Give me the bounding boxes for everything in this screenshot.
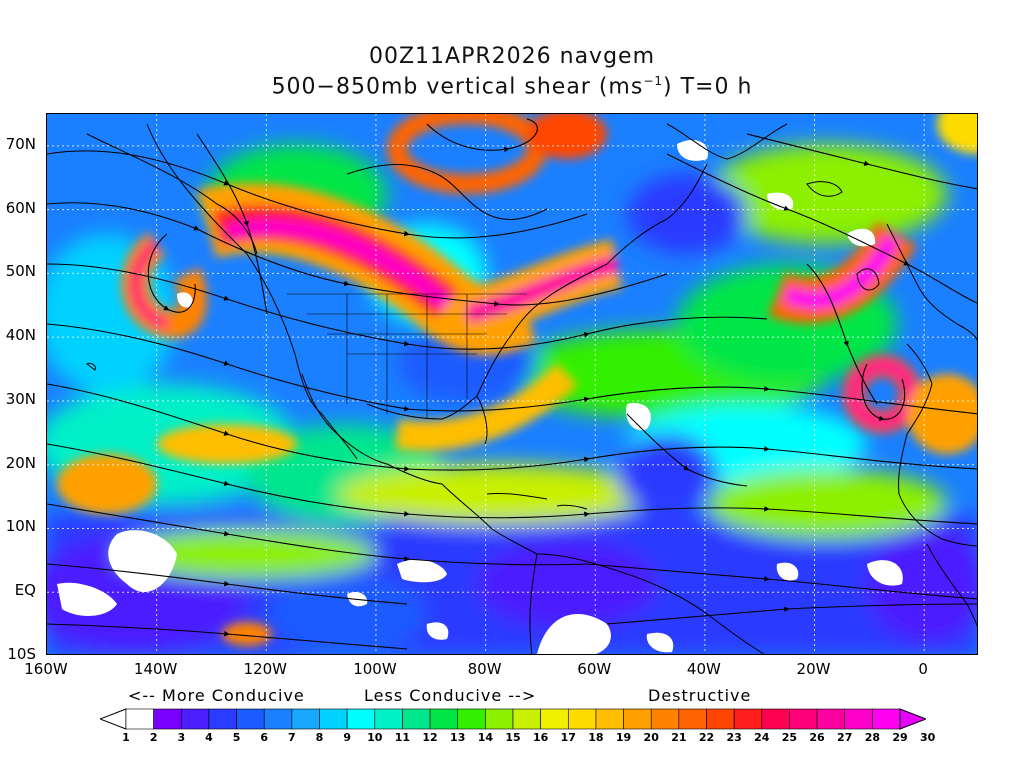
colorbar-cell (844, 708, 873, 730)
colorbar-cell (208, 708, 237, 730)
colorbar-cell (678, 708, 707, 730)
colorbar-level-label: 16 (532, 731, 549, 744)
colorbar-cell (706, 708, 735, 730)
colorbar-cell (540, 708, 569, 730)
plot-title-line1: 00Z11APR2026 navgem (368, 44, 656, 69)
colorbar-level-label: 11 (394, 731, 411, 744)
colorbar-cell (236, 708, 265, 730)
lat-tick-label: EQ (14, 581, 36, 600)
lat-tick-label: 10N (5, 517, 36, 536)
colorbar-cell (567, 708, 597, 730)
colorbar-level-label: 25 (781, 731, 798, 744)
colorbar-cell (346, 708, 376, 730)
colorbar-cell (374, 708, 403, 730)
colorbar-cell (319, 708, 348, 730)
lat-tick-label: 40N (5, 326, 36, 345)
colorbar-level-label: 8 (315, 731, 324, 744)
shear-colorbar (100, 708, 926, 730)
plot-title-line2: 500−850mb vertical shear (ms−1) T=0 h (0, 74, 1024, 99)
colorbar-level-label: 5 (232, 731, 241, 744)
colorbar-cell (263, 708, 293, 730)
colorbar-level-label: 15 (505, 731, 521, 744)
colorbar-cell (402, 708, 431, 730)
colorbar-level-label: 27 (837, 731, 853, 744)
colorbar-cell (733, 708, 763, 730)
colorbar-cell (595, 708, 624, 730)
lat-tick-label: 10S (7, 645, 36, 663)
colorbar-level-label: 28 (864, 731, 880, 744)
colorbar-cell (485, 708, 514, 730)
colorbar-level-label: 1 (122, 731, 130, 744)
colorbar-level-label: 13 (450, 731, 466, 744)
colorbar-level-label: 4 (205, 731, 213, 744)
lat-tick-label: 60N (5, 198, 36, 217)
colorbar-level-label: 30 (919, 731, 936, 744)
lat-tick-label: 20N (5, 453, 36, 472)
colorbar-level-label: 23 (726, 731, 742, 744)
title-line2-superscript: −1 (643, 74, 664, 88)
lon-tick-label: 120W (243, 660, 288, 678)
lon-tick-label: 100W (353, 660, 397, 678)
colorbar-level-label: 19 (615, 731, 632, 744)
colorbar-level-label: 14 (477, 731, 493, 744)
colorbar-cell (153, 708, 182, 730)
colorbar-cell (180, 708, 210, 730)
lon-tick-label: 20W (796, 660, 831, 678)
colorbar-level-label: 2 (149, 731, 158, 744)
colorbar-cell (457, 708, 486, 730)
colorbar-cell (789, 708, 818, 730)
colorbar-cell (512, 708, 541, 730)
colorbar-min-arrow (100, 708, 127, 730)
lat-tick-label: 30N (5, 389, 36, 408)
colorbar-level-label: 3 (177, 731, 186, 744)
colorbar-level-label: 12 (422, 731, 438, 744)
colorbar-level-label: 26 (809, 731, 825, 744)
streamlines (47, 118, 977, 650)
colorbar-level-label: 29 (892, 731, 908, 744)
destructive-label: Destructive (648, 686, 752, 705)
colorbar-level-label: 18 (588, 731, 604, 744)
colorbar-cell (872, 708, 901, 730)
colorbar-level-label: 7 (288, 731, 296, 744)
colorbar-level-label: 6 (260, 731, 269, 744)
colorbar-cell (125, 708, 154, 730)
colorbar-max-arrow (899, 708, 926, 730)
colorbar-cell (816, 708, 846, 730)
colorbar-level-label: 9 (343, 731, 351, 744)
lon-tick-label: 60W (577, 660, 612, 678)
colorbar-cell (429, 708, 459, 730)
lon-tick-label: 0 (918, 660, 928, 678)
colorbar-cell (650, 708, 680, 730)
less-conducive-label: Less Conducive --> (364, 686, 537, 705)
colorbar-level-label: 10 (367, 731, 383, 744)
colorbar-level-label: 22 (698, 731, 715, 744)
colorbar-cell (761, 708, 790, 730)
colorbar-cell (291, 708, 320, 730)
colorbar-level-label: 21 (671, 731, 687, 744)
lon-tick-label: 40W (686, 660, 721, 678)
lat-tick-label: 50N (5, 262, 36, 281)
colorbar-level-label: 17 (560, 731, 576, 744)
more-conducive-label: <-- More Conducive (128, 686, 305, 705)
lon-tick-label: 80W (467, 660, 502, 678)
lon-tick-label: 160W (24, 660, 68, 678)
colorbar-cell (623, 708, 652, 730)
shear-map[interactable] (46, 113, 978, 655)
title-line2-prefix: 500−850mb vertical shear (ms (271, 74, 644, 100)
colorbar-level-label: 24 (754, 731, 770, 744)
lon-tick-label: 140W (133, 660, 178, 678)
colorbar-level-label: 20 (643, 731, 659, 744)
shear-map-canvas (47, 114, 977, 654)
title-line2-suffix: ) T=0 h (663, 74, 753, 100)
lat-tick-label: 70N (5, 134, 36, 153)
